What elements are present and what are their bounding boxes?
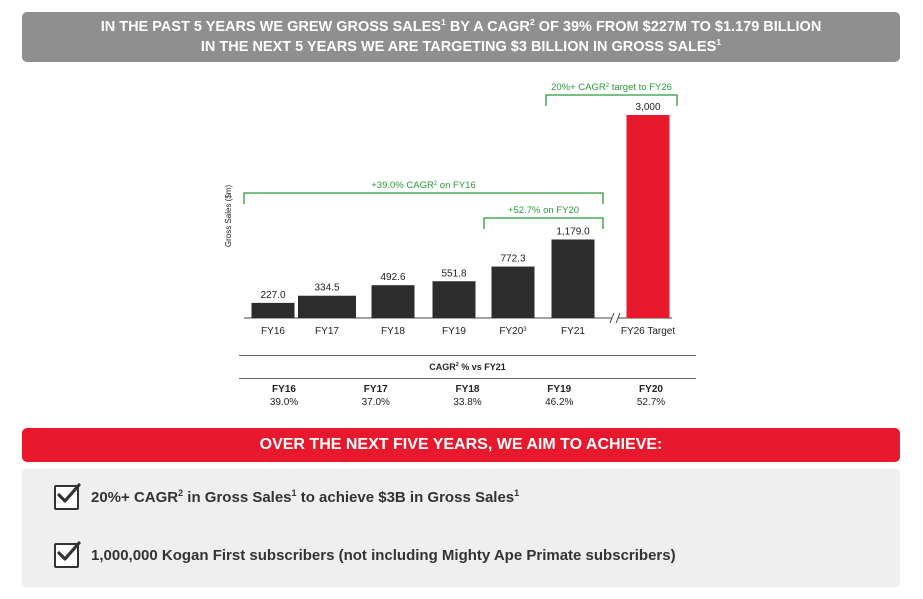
- goal-item-gross-sales: 20%+ CAGR2 in Gross Sales1 to achieve $3…: [54, 483, 520, 510]
- cagr-header: FY16: [272, 384, 296, 395]
- cagr-header: FY19: [547, 384, 572, 395]
- cagr-value: 33.8%: [453, 397, 482, 408]
- bar-value-label: 3,000: [635, 102, 660, 113]
- bar-fy26-target: [626, 115, 670, 318]
- cagr-header: FY18: [455, 384, 480, 395]
- headline-banner: IN THE PAST 5 YEARS WE GREW GROSS SALES1…: [22, 12, 900, 62]
- cagr-value: 52.7%: [636, 397, 666, 408]
- x-tick-label: FY203: [499, 326, 527, 337]
- cagr-target-annotation-label: 20%+ CAGR2 target to FY26: [551, 82, 672, 93]
- cagr-header: FY20: [639, 384, 663, 395]
- goals-banner: OVER THE NEXT FIVE YEARS, WE AIM TO ACHI…: [22, 428, 900, 462]
- headline-line-2: IN THE NEXT 5 YEARS WE ARE TARGETING $3 …: [200, 37, 722, 55]
- bar-value-label: 334.5: [314, 283, 339, 294]
- x-tick-label: FY26 Target: [621, 326, 676, 337]
- cagr-value: 39.0%: [269, 397, 299, 408]
- bar-fy20: [491, 266, 535, 318]
- bar-value-label: 492.6: [380, 272, 405, 283]
- cagr-fy16-annotation-bracket: [243, 192, 604, 204]
- x-tick-label: FY16: [261, 326, 285, 337]
- headline-line-1: IN THE PAST 5 YEARS WE GREW GROSS SALES1…: [100, 17, 822, 35]
- cagr-fy20-annotation-label: +52.7% on FY20: [508, 205, 579, 216]
- cagr-table-title: CAGR2 % vs FY21: [239, 355, 696, 379]
- x-tick-label: FY19: [442, 326, 466, 337]
- bar-fy21: [551, 239, 595, 318]
- bar-value-label: 1,179.0: [556, 226, 590, 237]
- cagr-value-row: 39.0% 37.0% 33.8% 46.2% 52.7%: [239, 395, 696, 408]
- goal-item-subscribers: 1,000,000 Kogan First subscribers (not i…: [54, 541, 676, 568]
- cagr-header: FY17: [363, 384, 388, 395]
- x-tick-label: FY17: [315, 326, 339, 337]
- cagr-fy16-annotation-label: +39.0% CAGR2 on FY16: [371, 180, 475, 191]
- checkbox-checked-icon: [54, 483, 81, 510]
- x-tick-label: FY18: [381, 326, 405, 337]
- bar-fy17: [298, 295, 356, 318]
- cagr-table: CAGR2 % vs FY21 FY16 FY17 FY18 FY19 FY20…: [239, 355, 696, 408]
- bar-fy19: [432, 281, 476, 318]
- x-tick-label: FY21: [561, 326, 585, 337]
- axis-break-mark: [615, 312, 621, 324]
- checkbox-checked-icon: [54, 541, 81, 568]
- bar-value-label: 227.0: [260, 290, 285, 301]
- axis-break-mark: [609, 312, 615, 324]
- cagr-header-row: FY16 FY17 FY18 FY19 FY20: [239, 379, 696, 395]
- goals-panel: 20%+ CAGR2 in Gross Sales1 to achieve $3…: [22, 469, 900, 587]
- bar-value-label: 772.3: [500, 254, 525, 265]
- goal-text: 1,000,000 Kogan First subscribers (not i…: [91, 547, 676, 564]
- cagr-fy20-annotation-bracket: [483, 217, 604, 229]
- cagr-value: 37.0%: [361, 397, 390, 408]
- goal-text: 20%+ CAGR2 in Gross Sales1 to achieve $3…: [91, 488, 520, 507]
- cagr-value: 46.2%: [545, 397, 574, 408]
- y-axis-label: Gross Sales ($m): [224, 185, 233, 248]
- bar-value-label: 551.8: [441, 268, 466, 279]
- bar-fy16: [251, 302, 295, 318]
- bar-fy18: [371, 285, 415, 318]
- cagr-target-annotation-bracket: [545, 94, 678, 106]
